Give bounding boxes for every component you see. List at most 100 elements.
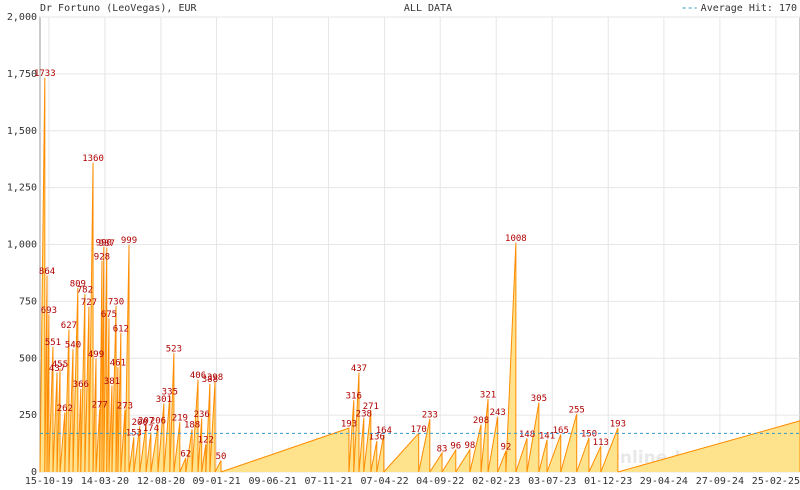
y-tick-label: 1,750: [7, 69, 37, 80]
jackpot-line: [117, 332, 122, 473]
hit-label: 193: [610, 420, 626, 430]
hit-label: 208: [473, 416, 489, 426]
x-tick-label: 12-08-20: [137, 476, 185, 487]
y-tick-label: 0: [31, 467, 37, 478]
hit-label: 406: [190, 371, 206, 381]
jackpot-line: [205, 383, 211, 473]
hit-label: 193: [341, 420, 357, 430]
hit-label: 523: [166, 345, 182, 355]
hit-label: 243: [490, 408, 506, 418]
jackpot-line: [48, 346, 54, 473]
jackpot-line: [560, 413, 578, 473]
y-tick-label: 250: [19, 410, 37, 421]
hit-label: 1360: [82, 154, 104, 164]
jackpot-line: [111, 305, 117, 473]
x-tick-label: 15-10-19: [25, 476, 73, 487]
hit-label: 273: [117, 401, 133, 411]
hit-label: 730: [108, 297, 124, 307]
jackpot-line: [145, 432, 152, 473]
jackpot-line: [480, 398, 489, 473]
x-tick-label: 07-04-22: [360, 476, 408, 487]
hit-label: 540: [65, 341, 81, 351]
hit-label: 164: [376, 426, 392, 436]
jackpot-line: [108, 385, 113, 473]
hit-label: 1008: [505, 234, 527, 244]
jackpot-line: [588, 446, 602, 473]
jackpot-line: [106, 318, 110, 473]
jackpot-line: [526, 402, 540, 473]
y-tick-label: 1,250: [7, 183, 37, 194]
x-tick-label: 07-11-21: [304, 476, 352, 487]
x-tick-label: 02-02-23: [472, 476, 520, 487]
chart-title: Dr Fortuno (LeoVegas), EUR: [40, 3, 198, 14]
jackpot-line: [469, 424, 482, 473]
hit-label: 148: [519, 430, 535, 440]
jackpot-line: [515, 438, 528, 473]
jackpot-line: [418, 418, 431, 473]
y-tick-label: 1,500: [7, 126, 37, 137]
jackpot-line: [101, 246, 105, 473]
jackpot-line: [133, 426, 141, 473]
jackpot-line: [68, 349, 74, 473]
jackpot-line: [157, 403, 165, 473]
jackpot-line: [72, 287, 79, 473]
hit-label: 277: [92, 400, 108, 410]
jackpot-line: [358, 417, 365, 473]
jackpot-line: [77, 388, 82, 473]
jackpot-line: [59, 412, 66, 473]
legend-label: Average Hit: 170: [701, 3, 797, 14]
jackpot-line: [353, 372, 360, 473]
jackpot-line: [185, 429, 193, 473]
x-tick-label: 14-03-20: [81, 476, 129, 487]
hit-label: 170: [411, 425, 427, 435]
jackpot-line: [128, 437, 135, 473]
jackpot-line: [538, 439, 548, 473]
hit-label: 141: [539, 431, 555, 441]
jackpot-line: [214, 460, 222, 473]
hit-label: 782: [77, 286, 93, 296]
hit-label: 499: [88, 350, 104, 360]
hit-label: 200: [132, 418, 148, 428]
x-tick-label: 27-09-24: [696, 476, 744, 487]
hit-label: 990: [96, 238, 112, 248]
hit-label: 301: [156, 395, 172, 405]
x-tick-label: 09-01-21: [192, 476, 240, 487]
hit-label: 153: [126, 429, 142, 439]
y-tick-label: 2,000: [7, 12, 37, 23]
hit-label: 255: [569, 405, 585, 415]
hit-label: 92: [500, 443, 511, 453]
jackpot-line: [44, 275, 48, 473]
jackpot-line: [92, 358, 97, 473]
jackpot-line: [124, 244, 130, 473]
hit-label: 83: [437, 445, 448, 455]
hit-label: 366: [73, 380, 89, 390]
jackpot-line: [115, 367, 119, 473]
hit-label: 627: [61, 321, 77, 331]
jackpot-line: [487, 416, 499, 473]
jackpot-line: [139, 424, 147, 473]
hit-label: 150: [581, 429, 597, 439]
jackpot-line: [169, 353, 175, 473]
jackpot-line: [179, 457, 187, 473]
x-tick-label: 01-12-23: [584, 476, 632, 487]
hit-label: 461: [110, 359, 126, 369]
jackpot-line: [64, 329, 70, 473]
hit-label: 809: [70, 279, 86, 289]
hit-label: 455: [52, 360, 68, 370]
jackpot-line: [429, 451, 443, 473]
jackpot-line: [363, 410, 372, 473]
jackpot-line: [99, 260, 103, 473]
x-tick-label: 29-04-24: [640, 476, 688, 487]
jackpot-line: [163, 395, 171, 473]
x-tick-label: 25-02-25: [752, 476, 800, 487]
hit-label: 1733: [34, 69, 56, 79]
hit-label: 262: [57, 404, 73, 414]
chart-subtitle: ALL DATA: [404, 3, 452, 14]
jackpot-line: [505, 242, 517, 473]
hit-label: 305: [531, 394, 547, 404]
hit-label: 122: [198, 436, 214, 446]
hit-label: 551: [45, 338, 61, 348]
hit-label: 999: [121, 236, 137, 246]
hit-label: 388: [202, 375, 218, 385]
